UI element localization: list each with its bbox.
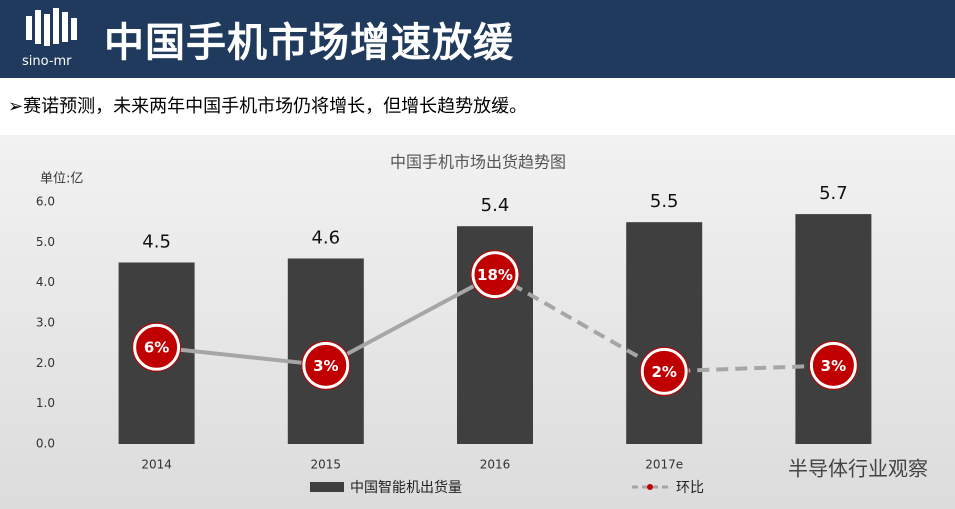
legend-swatch bbox=[310, 482, 344, 492]
y-tick-label: 1.0 bbox=[36, 396, 55, 410]
header-bar: sino-mr 中国手机市场增速放缓 bbox=[0, 0, 955, 78]
line-marker bbox=[302, 341, 350, 389]
marker-ring bbox=[639, 346, 689, 396]
bar-value-label: 4.5 bbox=[142, 232, 171, 253]
y-tick-label: 0.0 bbox=[36, 437, 55, 451]
bullet-text: ➢赛诺预测，未来两年中国手机市场仍将增长，但增长趋势放缓。 bbox=[8, 96, 528, 117]
x-tick-label: 2016 bbox=[480, 458, 511, 472]
line-marker bbox=[809, 341, 857, 389]
legend-marker bbox=[647, 484, 653, 490]
line-value-label: 6% bbox=[144, 339, 169, 357]
y-tick-label: 6.0 bbox=[36, 195, 55, 209]
marker-ring bbox=[470, 250, 520, 300]
watermark: 半导体行业观察 bbox=[788, 457, 928, 481]
marker-ring bbox=[808, 340, 858, 390]
bar-value-label: 4.6 bbox=[311, 227, 340, 248]
y-tick-label: 2.0 bbox=[36, 356, 55, 370]
line-value-label: 3% bbox=[313, 357, 338, 375]
line-marker bbox=[471, 251, 519, 299]
bar bbox=[626, 222, 703, 444]
legend-label: 环比 bbox=[676, 480, 704, 496]
bar bbox=[795, 214, 872, 444]
line-marker bbox=[640, 347, 688, 395]
y-tick-label: 4.0 bbox=[36, 275, 55, 289]
marker-ring bbox=[132, 322, 182, 372]
bar-value-label: 5.5 bbox=[650, 191, 679, 212]
marker-ring bbox=[301, 340, 351, 390]
slide-title: 中国手机市场增速放缓 bbox=[104, 20, 514, 66]
bar-value-label: 5.4 bbox=[481, 195, 510, 216]
x-tick-label: 2014 bbox=[141, 458, 172, 472]
logo-icon bbox=[26, 8, 77, 46]
line-value-label: 3% bbox=[821, 357, 846, 375]
line-marker bbox=[133, 323, 181, 371]
logo-text: sino-mr bbox=[22, 54, 72, 69]
legend-label: 中国智能机出货量 bbox=[350, 479, 462, 496]
y-tick-label: 5.0 bbox=[36, 235, 55, 249]
chart-title: 中国手机市场出货趋势图 bbox=[390, 153, 566, 172]
y-axis-label: 单位:亿 bbox=[40, 172, 83, 187]
line-value-label: 2% bbox=[651, 363, 676, 381]
x-tick-label: 2015 bbox=[311, 458, 342, 472]
y-tick-label: 3.0 bbox=[36, 316, 55, 330]
line-value-label: 18% bbox=[477, 266, 513, 284]
bar-value-label: 5.7 bbox=[819, 183, 848, 204]
x-tick-label: 2017e bbox=[645, 458, 683, 472]
chart: 中国手机市场出货趋势图 单位:亿 半导体行业观察 0.0 1.0 2.0 3.0 4.0… bbox=[0, 135, 955, 509]
